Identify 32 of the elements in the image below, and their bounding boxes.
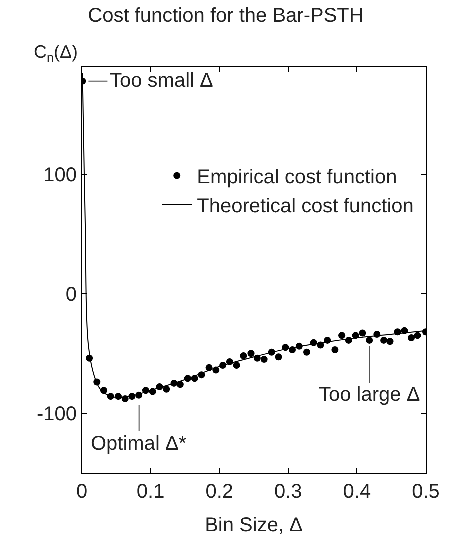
y-tick-label: -100 — [36, 403, 77, 426]
point — [338, 332, 346, 340]
x-axis-title: Bin Size, Δ — [205, 514, 303, 536]
chart-title: Cost function for the Bar-PSTH — [88, 5, 364, 28]
annotation: Too small Δ — [110, 70, 214, 92]
x-tick-label: 0.4 — [343, 481, 372, 503]
legend-label: Theoretical cost function — [197, 196, 414, 218]
y-tick-label: 0 — [66, 284, 77, 306]
point — [359, 330, 366, 337]
point — [332, 346, 339, 354]
point — [366, 336, 374, 344]
point — [260, 356, 268, 364]
point — [275, 354, 282, 361]
point — [386, 338, 394, 346]
point — [233, 362, 240, 370]
point — [163, 386, 170, 393]
point — [240, 352, 248, 360]
y-axis-title: C$_{n}$(Δ) — [34, 42, 78, 65]
x-tick-label: 0.3 — [274, 481, 302, 503]
annotation: Too large Δ — [319, 384, 420, 406]
point — [176, 381, 184, 388]
legend-label: Empirical cost function — [197, 166, 398, 189]
point — [380, 336, 388, 344]
point — [303, 348, 310, 356]
x-tick-label: 0.2 — [206, 481, 234, 503]
x-tick-label: 0.5 — [412, 481, 440, 503]
x-tick-label: 0.1 — [136, 481, 165, 503]
y-tick-label: 100 — [44, 164, 77, 186]
point — [408, 334, 416, 342]
point — [248, 350, 255, 358]
annotation: Optimal Δ* — [91, 433, 187, 455]
point — [414, 332, 422, 340]
